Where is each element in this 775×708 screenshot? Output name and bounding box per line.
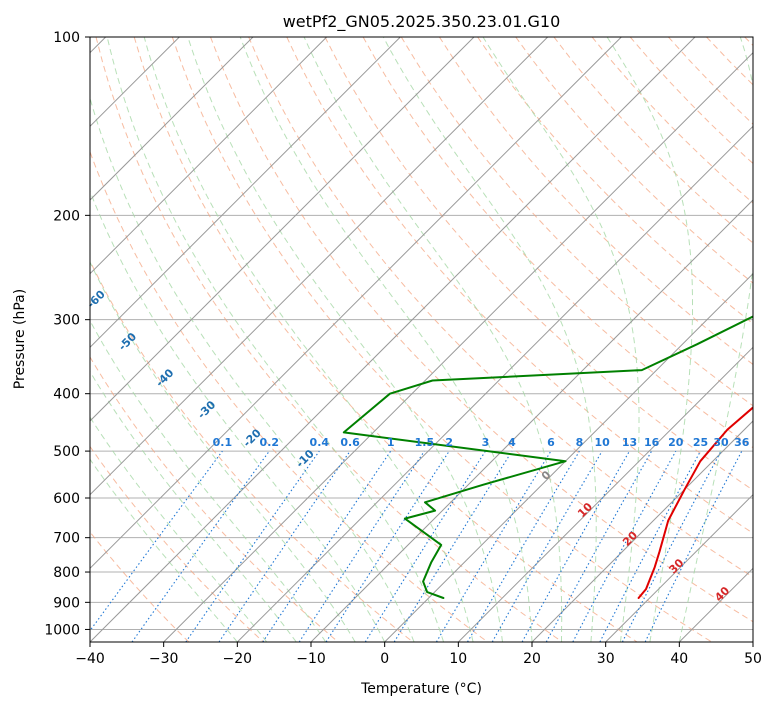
mixing-ratio-label: 1.5 bbox=[415, 436, 435, 449]
y-tick-label: 800 bbox=[53, 565, 80, 581]
plot-area bbox=[90, 37, 753, 642]
mixing-ratio-label: 25 bbox=[693, 436, 708, 449]
dry-adiabat-line bbox=[95, 37, 563, 642]
x-tick-label: −40 bbox=[75, 651, 105, 667]
x-tick-label: −10 bbox=[296, 651, 326, 667]
mixing-ratio-label: 2 bbox=[445, 436, 453, 449]
moist-adiabat-line bbox=[482, 37, 640, 642]
mixing-ratio-line bbox=[185, 450, 320, 642]
isotherm-line bbox=[236, 125, 753, 642]
isotherm-line bbox=[163, 51, 753, 642]
moist-adiabat-line bbox=[90, 370, 297, 642]
mixing-ratio-label: 36 bbox=[734, 436, 750, 449]
y-axis-label: Pressure (hPa) bbox=[12, 289, 28, 389]
x-tick-label: 40 bbox=[670, 651, 688, 667]
dry-adiabat-line bbox=[248, 37, 753, 578]
mixing-ratio-label: 20 bbox=[668, 436, 684, 449]
axes: −40 −30 −20 −10 0 10 20 30 40 5010020030040050060… bbox=[44, 30, 762, 667]
dry-adiabat-line bbox=[210, 37, 753, 623]
mixing-ratio-line bbox=[521, 450, 630, 642]
mixing-ratio-line bbox=[262, 450, 392, 642]
mixing-ratio-label: 16 bbox=[644, 436, 660, 449]
mixing-ratio-label: 6 bbox=[547, 436, 555, 449]
y-tick-label: 900 bbox=[53, 595, 80, 611]
isotherm-line bbox=[384, 272, 753, 642]
mixing-ratio-label: 8 bbox=[576, 436, 584, 449]
moist-adiabat-line bbox=[90, 416, 268, 642]
mixing-ratio-label: 3 bbox=[482, 436, 490, 449]
mixing-ratio-label: 13 bbox=[622, 436, 637, 449]
dry-adiabat-line bbox=[90, 445, 264, 642]
mixing-ratio-label: 0.1 bbox=[213, 436, 233, 449]
x-tick-label: 50 bbox=[744, 651, 762, 667]
mixing-ratio-line bbox=[298, 450, 425, 642]
chart-title: wetPf2_GN05.2025.350.23.01.G10 bbox=[283, 12, 561, 32]
y-tick-label: 1000 bbox=[44, 622, 80, 638]
isotherm-line bbox=[90, 37, 401, 349]
moist-adiabat-line bbox=[606, 37, 693, 642]
mixing-ratio-line bbox=[545, 450, 653, 642]
mixing-ratio-label: 30 bbox=[713, 436, 729, 449]
x-tick-label: 10 bbox=[449, 651, 467, 667]
temperature-profile-line bbox=[637, 406, 753, 599]
dry-adiabat-line bbox=[324, 37, 753, 491]
isotherm-line bbox=[90, 37, 549, 496]
mixing-ratio-line bbox=[393, 450, 513, 642]
x-tick-label: −20 bbox=[223, 651, 253, 667]
x-tick-label: 20 bbox=[523, 651, 541, 667]
isotherm-line bbox=[90, 37, 328, 275]
mixing-ratio-label: 0.2 bbox=[260, 436, 280, 449]
x-tick-label: 30 bbox=[597, 651, 615, 667]
y-tick-label: 100 bbox=[53, 30, 80, 46]
mixing-ratio-line bbox=[90, 450, 223, 632]
mixing-ratio-label: 4 bbox=[508, 436, 516, 449]
moist-adiabat-line bbox=[239, 37, 533, 642]
isotherm-line bbox=[90, 37, 475, 422]
x-tick-label: 0 bbox=[380, 651, 389, 667]
y-tick-label: 300 bbox=[53, 313, 80, 329]
moist-adiabat-line bbox=[90, 319, 327, 642]
dry-adiabat-line bbox=[477, 37, 753, 325]
moist-adiabat-line bbox=[382, 37, 597, 642]
mixing-ratio-line bbox=[572, 450, 677, 642]
x-axis-label: Temperature (°C) bbox=[360, 681, 482, 697]
dry-adiabat-line bbox=[133, 37, 638, 642]
isotherm-line bbox=[310, 199, 753, 642]
moist-adiabat-line bbox=[187, 37, 503, 642]
dry-adiabat-line bbox=[438, 37, 753, 366]
y-tick-label: 500 bbox=[53, 444, 80, 460]
x-tick-label: −30 bbox=[149, 651, 179, 667]
mixing-ratio-label: 0.4 bbox=[310, 436, 330, 449]
mixing-ratio-line bbox=[325, 450, 450, 642]
isotherm-line bbox=[531, 420, 753, 642]
isotherm-line bbox=[457, 346, 753, 642]
moist-adiabat-line bbox=[303, 37, 563, 642]
moist-adiabat-line bbox=[90, 260, 356, 642]
mixing-ratio-line bbox=[644, 450, 743, 642]
isotherm-line bbox=[90, 37, 622, 570]
mixing-ratio-label: 1 bbox=[387, 436, 395, 449]
y-tick-label: 700 bbox=[53, 531, 80, 547]
mixing-ratio-label: 0.6 bbox=[340, 436, 360, 449]
isotherm-line bbox=[90, 37, 254, 201]
moist-adiabat-line bbox=[90, 458, 238, 642]
y-tick-label: 400 bbox=[53, 387, 80, 403]
y-tick-label: 600 bbox=[53, 491, 80, 507]
dry-adiabat-line bbox=[90, 150, 488, 642]
plot-frame bbox=[89, 36, 754, 643]
isotherm-line bbox=[605, 493, 753, 642]
dewpoint-profile-line bbox=[342, 315, 753, 599]
moist-adiabat-line bbox=[143, 37, 474, 642]
moist-adiabat-line bbox=[678, 37, 753, 642]
mixing-ratio-line bbox=[218, 450, 351, 642]
mixing-ratio-line bbox=[131, 450, 270, 642]
y-tick-label: 200 bbox=[53, 208, 80, 224]
moist-adiabat-line bbox=[90, 189, 386, 642]
moist-adiabat-line bbox=[106, 37, 445, 642]
dry-adiabat-line bbox=[90, 356, 339, 642]
isotherm-line bbox=[90, 37, 696, 642]
mixing-ratio-label: 10 bbox=[594, 436, 610, 449]
